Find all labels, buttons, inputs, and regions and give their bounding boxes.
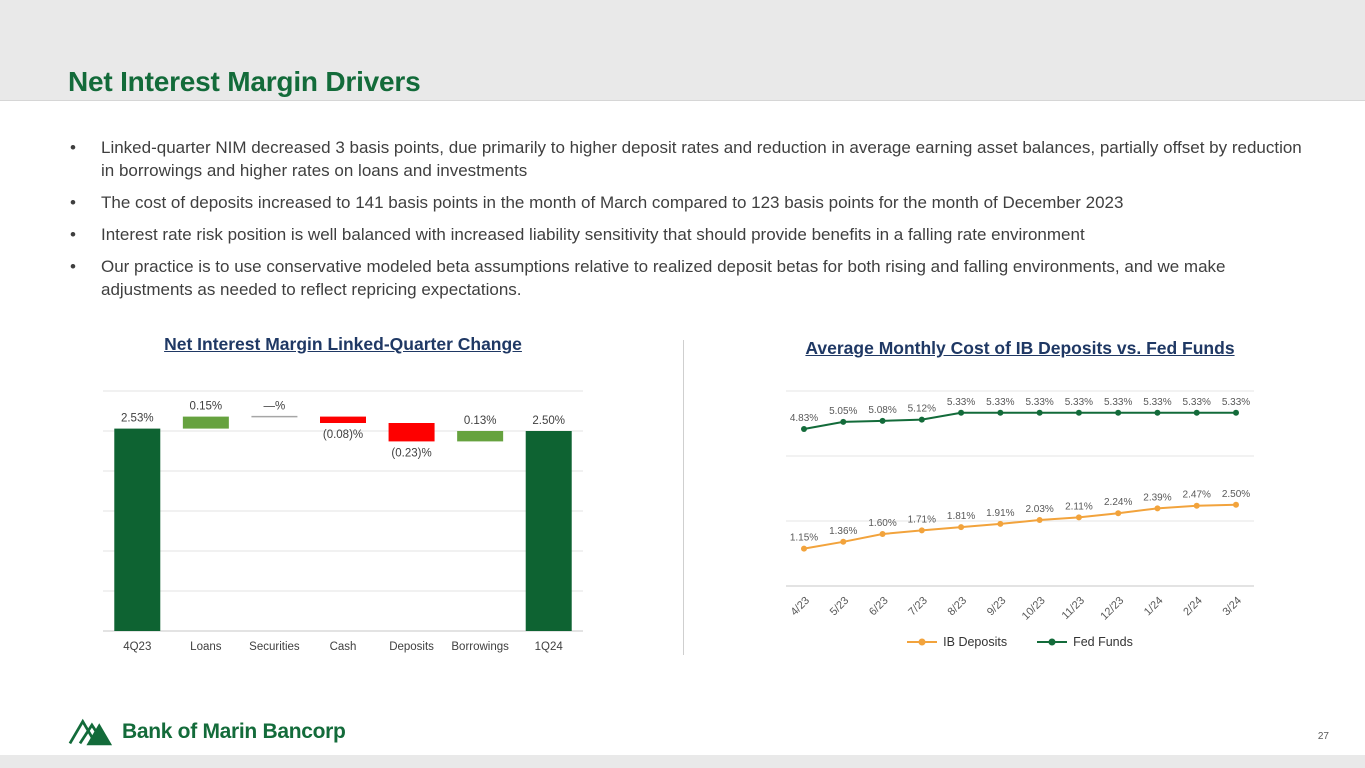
page-title: Net Interest Margin Drivers bbox=[68, 66, 421, 97]
svg-text:2.50%: 2.50% bbox=[1222, 489, 1250, 500]
svg-text:12/23: 12/23 bbox=[1098, 595, 1126, 623]
line-chart-section: Average Monthly Cost of IB Deposits vs. … bbox=[700, 338, 1340, 649]
svg-text:1/24: 1/24 bbox=[1142, 595, 1166, 619]
svg-text:2.39%: 2.39% bbox=[1143, 492, 1171, 503]
waterfall-chart-section: Net Interest Margin Linked-Quarter Chang… bbox=[28, 334, 658, 661]
line-chart: 4/23 5/23 6/23 7/23 8/23 9/23 10/23 11/23 12/23 1… bbox=[786, 390, 1254, 623]
svg-text:1.15%: 1.15% bbox=[790, 533, 818, 544]
bank-of-marin-logo: Bank of Marin Bancorp bbox=[68, 715, 346, 748]
bullet-item: The cost of deposits increased to 141 ba… bbox=[68, 191, 1309, 214]
svg-text:2.24%: 2.24% bbox=[1104, 497, 1132, 508]
svg-text:0.15%: 0.15% bbox=[190, 401, 223, 413]
svg-text:2.11%: 2.11% bbox=[1065, 501, 1093, 512]
svg-text:2.03%: 2.03% bbox=[1025, 504, 1053, 515]
legend-item-fed-funds: Fed Funds bbox=[1037, 635, 1133, 649]
fed-funds-legend-marker-icon bbox=[1037, 637, 1068, 647]
svg-text:4Q23: 4Q23 bbox=[123, 641, 151, 653]
svg-text:10/23: 10/23 bbox=[1020, 595, 1048, 623]
line-chart-title: Average Monthly Cost of IB Deposits vs. … bbox=[805, 338, 1235, 358]
svg-text:5.33%: 5.33% bbox=[1183, 397, 1211, 408]
svg-text:5.33%: 5.33% bbox=[1065, 397, 1093, 408]
waterfall-chart: 2.53% 4Q23 0.15% Loans —% Securities (0.08)% Ca… bbox=[103, 390, 583, 653]
logo-text: Bank of Marin Bancorp bbox=[122, 719, 346, 743]
svg-text:2/24: 2/24 bbox=[1181, 595, 1205, 619]
svg-text:5.33%: 5.33% bbox=[1143, 397, 1171, 408]
svg-text:5.33%: 5.33% bbox=[1104, 397, 1132, 408]
svg-text:2.53%: 2.53% bbox=[121, 413, 154, 425]
svg-text:1.71%: 1.71% bbox=[908, 514, 936, 525]
svg-text:Deposits: Deposits bbox=[389, 641, 434, 653]
bullet-item: Our practice is to use conservative mode… bbox=[68, 255, 1309, 301]
legend-label: Fed Funds bbox=[1073, 635, 1133, 649]
bullet-item: Interest rate risk position is well bala… bbox=[68, 223, 1309, 246]
page-number: 27 bbox=[1317, 731, 1329, 742]
svg-text:8/23: 8/23 bbox=[946, 595, 970, 619]
svg-text:Cash: Cash bbox=[330, 641, 357, 653]
svg-text:5.33%: 5.33% bbox=[986, 397, 1014, 408]
svg-text:1.36%: 1.36% bbox=[829, 526, 857, 537]
svg-text:—%: —% bbox=[264, 401, 286, 413]
waterfall-chart-title: Net Interest Margin Linked-Quarter Chang… bbox=[164, 334, 522, 354]
header-band: Net Interest Margin Drivers bbox=[0, 0, 1365, 101]
svg-text:5.33%: 5.33% bbox=[1222, 397, 1250, 408]
bullet-list: Linked-quarter NIM decreased 3 basis poi… bbox=[68, 136, 1309, 310]
svg-text:5.33%: 5.33% bbox=[1025, 397, 1053, 408]
svg-text:3/24: 3/24 bbox=[1220, 595, 1244, 619]
bullet-item: Linked-quarter NIM decreased 3 basis poi… bbox=[68, 136, 1309, 182]
svg-text:5.05%: 5.05% bbox=[829, 406, 857, 417]
svg-text:0.13%: 0.13% bbox=[464, 415, 497, 427]
svg-text:5/23: 5/23 bbox=[828, 595, 852, 619]
svg-text:1.81%: 1.81% bbox=[947, 511, 975, 522]
vertical-divider bbox=[683, 340, 684, 655]
svg-text:Loans: Loans bbox=[190, 641, 222, 653]
svg-text:(0.23)%: (0.23)% bbox=[391, 447, 431, 459]
svg-text:1.60%: 1.60% bbox=[868, 518, 896, 529]
svg-text:2.50%: 2.50% bbox=[532, 415, 565, 427]
chart-legend: IB Deposits Fed Funds bbox=[700, 635, 1340, 649]
legend-label: IB Deposits bbox=[943, 635, 1008, 649]
svg-text:1Q24: 1Q24 bbox=[535, 641, 564, 653]
legend-item-ib-deposits: IB Deposits bbox=[907, 635, 1007, 649]
svg-text:(0.08)%: (0.08)% bbox=[323, 429, 363, 441]
svg-text:5.33%: 5.33% bbox=[947, 397, 975, 408]
svg-text:4.83%: 4.83% bbox=[790, 413, 818, 424]
svg-text:Borrowings: Borrowings bbox=[451, 641, 509, 653]
svg-text:9/23: 9/23 bbox=[985, 595, 1009, 619]
svg-text:5.12%: 5.12% bbox=[908, 404, 936, 415]
bottom-strip bbox=[0, 755, 1365, 768]
svg-text:5.08%: 5.08% bbox=[868, 405, 896, 416]
ib-deposits-legend-marker-icon bbox=[907, 637, 938, 647]
svg-text:11/23: 11/23 bbox=[1060, 595, 1087, 622]
svg-text:6/23: 6/23 bbox=[867, 595, 891, 619]
svg-text:4/23: 4/23 bbox=[788, 595, 812, 619]
svg-text:1.91%: 1.91% bbox=[986, 508, 1014, 519]
svg-text:Securities: Securities bbox=[249, 641, 300, 653]
svg-text:2.47%: 2.47% bbox=[1183, 490, 1211, 501]
svg-text:7/23: 7/23 bbox=[906, 595, 930, 619]
bank-of-marin-logo-icon bbox=[68, 718, 113, 746]
